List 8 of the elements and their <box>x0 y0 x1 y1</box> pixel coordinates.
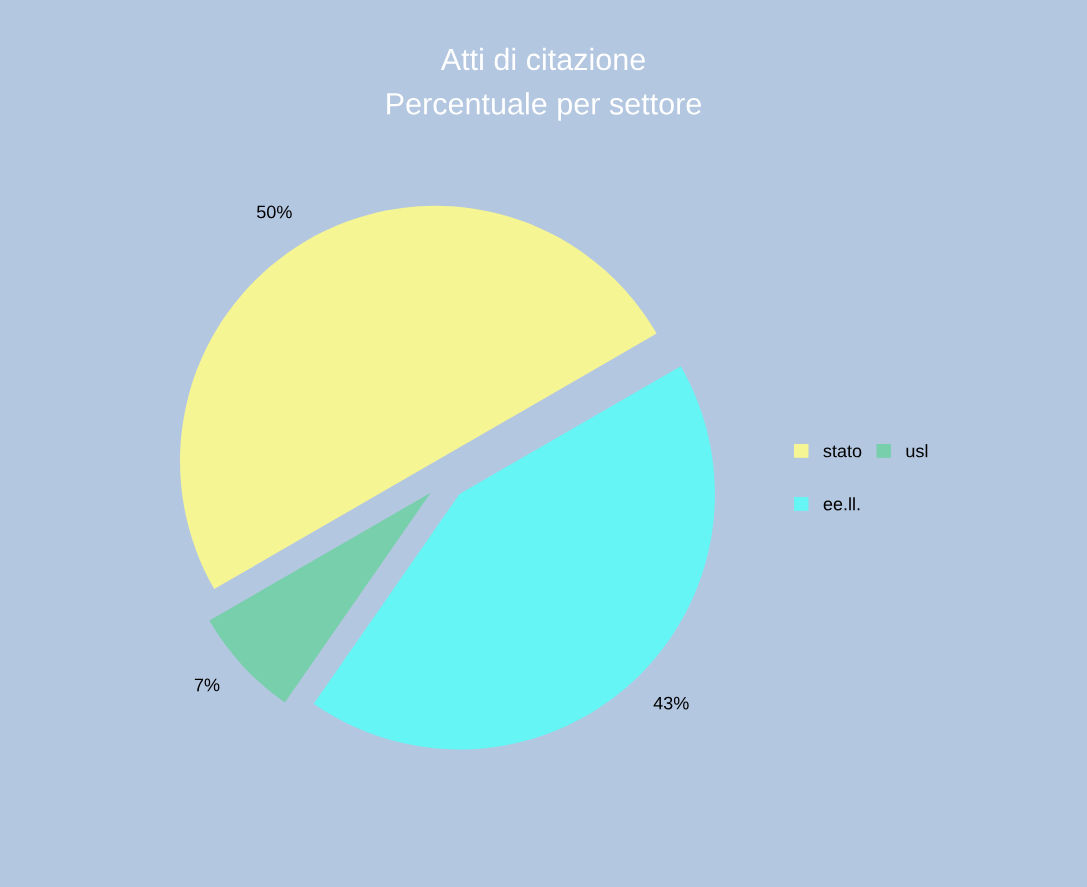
legend-label: stato <box>823 445 862 458</box>
data-label: 43% <box>653 696 689 710</box>
data-label: 7% <box>194 678 220 692</box>
chart-subtitle: Percentuale per settore <box>387 92 701 121</box>
legend-label: ee.ll. <box>823 497 860 511</box>
data-label: 50% <box>256 205 292 219</box>
legend-label: usl <box>906 444 928 458</box>
chart-title: Atti di citazione <box>440 47 645 71</box>
